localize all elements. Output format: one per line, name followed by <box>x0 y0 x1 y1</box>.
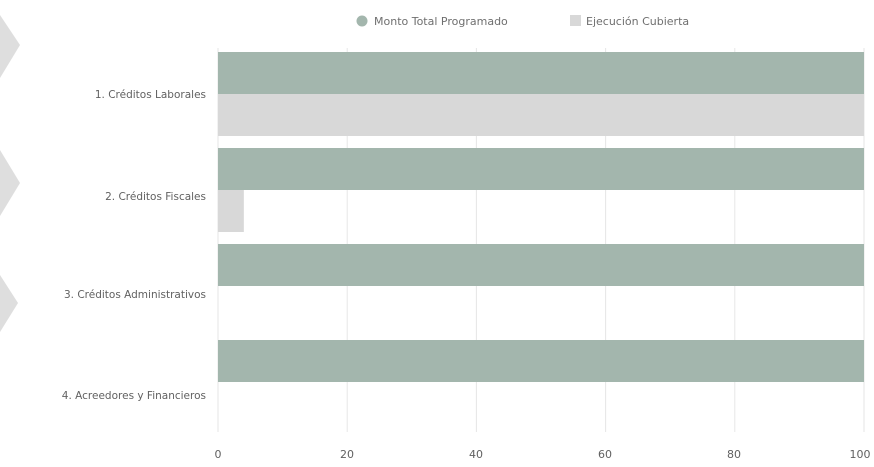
bars <box>218 52 864 382</box>
chevron-shape <box>0 15 20 78</box>
x-tick-label: 80 <box>727 448 741 461</box>
legend-label-series-1: Monto Total Programado <box>374 15 508 28</box>
x-tick-label: 0 <box>215 448 222 461</box>
category-labels: 1. Créditos Laborales 2. Créditos Fiscal… <box>62 89 206 402</box>
bar-series-1 <box>218 52 864 94</box>
x-axis-ticks: 0 20 40 60 80 100 <box>215 448 871 461</box>
x-tick-label: 100 <box>850 448 871 461</box>
side-chevrons <box>0 15 20 332</box>
chevron-shape <box>0 150 20 216</box>
x-tick-label: 20 <box>340 448 354 461</box>
legend-swatch-series-1 <box>356 15 368 27</box>
category-label: 3. Créditos Administrativos <box>64 289 206 301</box>
category-label: 4. Acreedores y Financieros <box>62 390 206 402</box>
category-label: 2. Créditos Fiscales <box>105 191 206 203</box>
bar-series-1 <box>218 148 864 190</box>
legend: Monto Total Programado Ejecución Cubiert… <box>356 15 689 28</box>
category-label: 1. Créditos Laborales <box>95 89 206 101</box>
bar-series-1 <box>218 340 864 382</box>
bar-series-2 <box>218 190 244 232</box>
legend-swatch-series-2 <box>570 15 581 26</box>
x-tick-label: 60 <box>598 448 612 461</box>
chevron-shape <box>0 275 18 332</box>
bar-series-2 <box>218 94 864 136</box>
bar-series-1 <box>218 244 864 286</box>
legend-label-series-2: Ejecución Cubierta <box>586 15 689 28</box>
x-tick-label: 40 <box>469 448 483 461</box>
